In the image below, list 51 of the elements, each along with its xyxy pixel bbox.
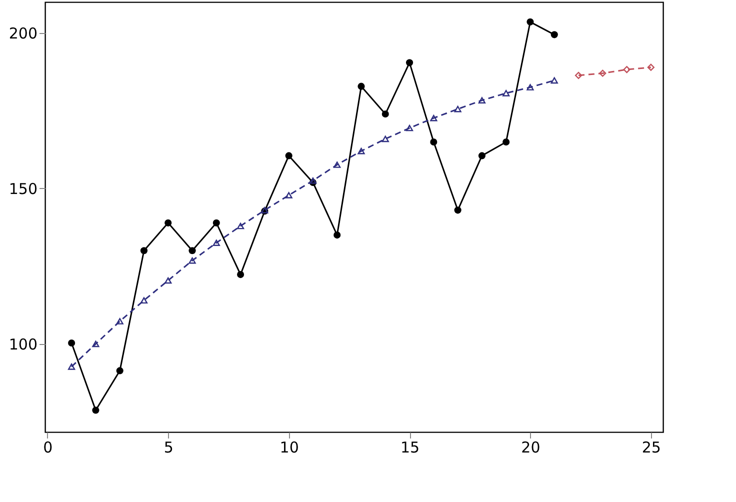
- x-tick-label: 0: [43, 438, 53, 456]
- point: [68, 364, 76, 370]
- point: [454, 106, 462, 112]
- point: [430, 114, 438, 122]
- point: [92, 406, 100, 414]
- point: [116, 318, 124, 324]
- point: [188, 247, 196, 254]
- x-tick-label: 15: [400, 438, 420, 456]
- point: [550, 31, 558, 38]
- point: [68, 339, 76, 347]
- point: [478, 152, 486, 160]
- point: [478, 97, 486, 104]
- point: [164, 277, 172, 284]
- y-tick-label: 100: [8, 335, 38, 354]
- point: [237, 271, 244, 278]
- point: [526, 18, 534, 26]
- point: [140, 247, 148, 254]
- y-tick-label: 200: [8, 24, 38, 42]
- point: [502, 138, 510, 146]
- point: [164, 219, 172, 226]
- point: [358, 82, 365, 90]
- x-tick-label: 10: [280, 438, 299, 456]
- point: [334, 162, 341, 168]
- point: [285, 152, 292, 160]
- point: [550, 77, 558, 84]
- x-tick-label: 5: [164, 438, 174, 456]
- point: [526, 84, 534, 90]
- point: [647, 64, 654, 71]
- y-tick-label: 150: [8, 180, 38, 198]
- point: [406, 124, 414, 132]
- point: [599, 70, 606, 77]
- point: [623, 66, 630, 74]
- x-tick-label: 20: [521, 438, 540, 456]
- point: [574, 72, 582, 79]
- point: [430, 138, 438, 146]
- point: [116, 367, 124, 374]
- point: [92, 340, 100, 348]
- point: [285, 192, 292, 198]
- point: [212, 240, 220, 246]
- point: [212, 219, 220, 226]
- point: [502, 90, 510, 96]
- point: [406, 59, 414, 66]
- point: [358, 148, 365, 154]
- x-tick-label: 25: [642, 438, 661, 456]
- point: [188, 257, 196, 264]
- point: [334, 232, 341, 239]
- point: [140, 297, 148, 304]
- point: [236, 222, 244, 230]
- point: [382, 136, 389, 142]
- point: [454, 206, 462, 214]
- point: [382, 110, 389, 118]
